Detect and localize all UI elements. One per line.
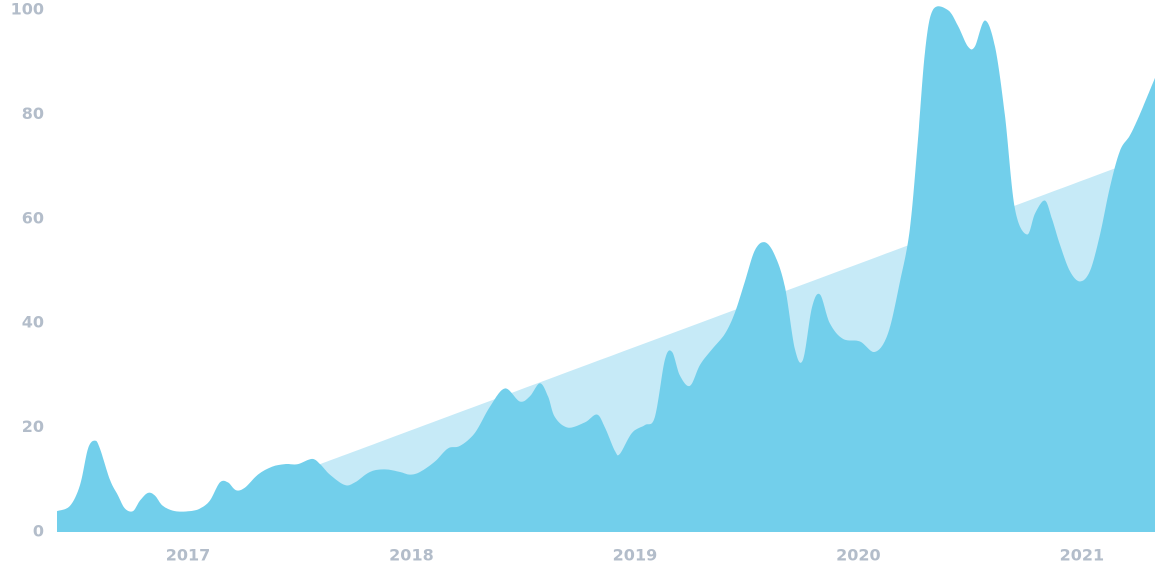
y-tick-label: 40 <box>22 313 44 332</box>
x-tick-label: 2020 <box>836 546 881 565</box>
area <box>57 6 1155 533</box>
y-tick-label: 0 <box>33 522 44 541</box>
x-tick-label: 2021 <box>1060 546 1105 565</box>
x-tick-label: 2019 <box>613 546 658 565</box>
y-tick-label: 80 <box>22 104 44 123</box>
y-tick-label: 100 <box>11 0 44 19</box>
x-tick-label: 2017 <box>166 546 211 565</box>
y-tick-label: 20 <box>22 417 44 436</box>
x-tick-label: 2018 <box>389 546 434 565</box>
y-tick-label: 60 <box>22 208 44 227</box>
